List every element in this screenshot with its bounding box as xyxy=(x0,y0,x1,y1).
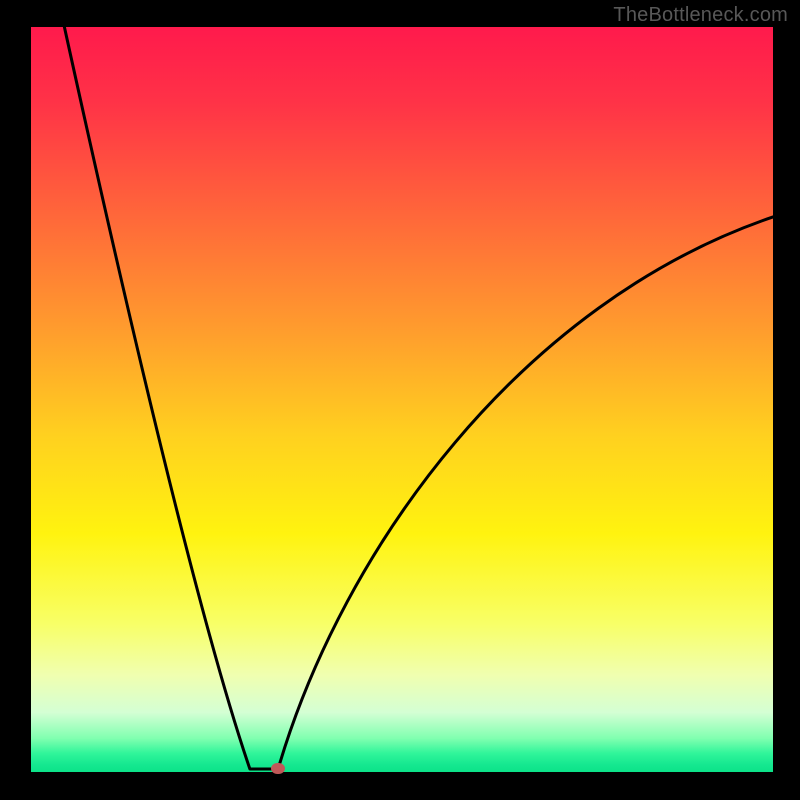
bottleneck-marker xyxy=(271,763,284,774)
watermark-text: TheBottleneck.com xyxy=(613,4,788,27)
bottleneck-curve xyxy=(0,0,800,800)
chart-frame: TheBottleneck.com xyxy=(0,0,800,800)
